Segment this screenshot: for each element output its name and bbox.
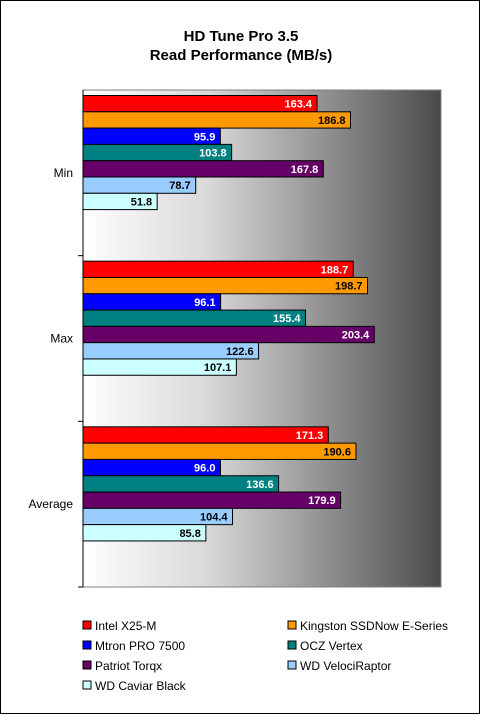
legend-swatch	[287, 620, 297, 630]
bar-patriot-torqx-min	[82, 160, 324, 178]
legend-swatch	[82, 660, 92, 670]
legend-label: Intel X25-M	[95, 619, 156, 633]
data-label-wd-velociraptor-max: 122.6	[226, 346, 254, 358]
bar-intel-x25-m-average	[82, 426, 329, 444]
data-label-wd-caviar-black-max: 107.1	[204, 362, 232, 374]
data-label-ocz-vertex-average: 136.6	[246, 479, 274, 491]
data-label-ocz-vertex-min: 103.8	[199, 148, 227, 160]
bar-patriot-torqx-average	[82, 491, 342, 509]
bar-kingston-ssdnow-e-series-min	[82, 111, 351, 129]
bar-kingston-ssdnow-e-series-max	[82, 276, 369, 295]
legend-label: WD Caviar Black	[95, 679, 187, 693]
data-label-intel-x25-m-average: 171.3	[296, 430, 324, 442]
legend-label: Mtron PRO 7500	[95, 639, 185, 653]
data-label-wd-velociraptor-min: 78.7	[169, 180, 190, 192]
legend-swatch	[287, 640, 297, 650]
data-label-intel-x25-m-min: 163.4	[284, 99, 312, 111]
data-label-mtron-pro-7500-max: 96.1	[194, 297, 215, 309]
legend-item-wd-velociraptor: WD VelociRaptor	[287, 659, 391, 673]
data-label-wd-caviar-black-average: 85.8	[179, 528, 200, 540]
chart-subtitle: Read Performance (MB/s)	[150, 47, 333, 64]
category-axis: Min Max Average	[29, 90, 84, 588]
data-label-patriot-torqx-average: 179.9	[308, 495, 336, 507]
legend-swatch	[287, 660, 297, 670]
category-label-min: Min	[54, 166, 73, 180]
data-label-kingston-ssdnow-e-series-max: 198.7	[335, 281, 363, 293]
data-label-wd-velociraptor-average: 104.4	[200, 511, 228, 523]
legend-swatch	[82, 640, 92, 650]
bar-intel-x25-m-max	[82, 260, 354, 278]
legend-item-mtron-pro-7500: Mtron PRO 7500	[82, 639, 185, 653]
data-label-kingston-ssdnow-e-series-average: 190.6	[323, 446, 351, 458]
legend-label: OCZ Vertex	[300, 639, 363, 653]
bar-patriot-torqx-max	[82, 325, 375, 344]
legend-item-patriot-torqx: Patriot Torqx	[82, 659, 162, 673]
legend-item-kingston-ssdnow-e-series: Kingston SSDNow E-Series	[287, 619, 448, 633]
bar-intel-x25-m-min	[82, 95, 318, 113]
chart-title: HD Tune Pro 3.5	[184, 28, 299, 45]
bar-kingston-ssdnow-e-series-average	[82, 442, 357, 460]
data-label-patriot-torqx-min: 167.8	[291, 164, 319, 176]
data-label-kingston-ssdnow-e-series-min: 186.8	[318, 115, 346, 127]
data-label-wd-caviar-black-min: 51.8	[131, 196, 152, 208]
legend-item-intel-x25-m: Intel X25-M	[82, 619, 156, 633]
data-label-mtron-pro-7500-min: 95.9	[194, 131, 215, 143]
legend-label: WD VelociRaptor	[300, 659, 391, 673]
data-label-mtron-pro-7500-average: 96.0	[194, 463, 215, 475]
data-label-intel-x25-m-max: 188.7	[321, 264, 349, 276]
legend-swatch	[82, 620, 92, 630]
legend: Intel X25-M Kingston SSDNow E-Series Mtron…	[82, 619, 448, 693]
legend-item-wd-caviar-black: WD Caviar Black	[82, 679, 187, 693]
legend-label: Kingston SSDNow E-Series	[300, 619, 448, 633]
category-label-max: Max	[50, 332, 73, 346]
legend-item-ocz-vertex: OCZ Vertex	[287, 639, 363, 653]
data-label-patriot-torqx-max: 203.4	[342, 330, 370, 342]
category-label-average: Average	[29, 497, 74, 511]
data-label-ocz-vertex-max: 155.4	[273, 313, 301, 325]
legend-swatch	[82, 680, 92, 690]
bars: 163.4 186.8 95.9 103.8 167.8 78.7 51.8 188.7 198…	[82, 95, 375, 542]
legend-label: Patriot Torqx	[95, 659, 162, 673]
